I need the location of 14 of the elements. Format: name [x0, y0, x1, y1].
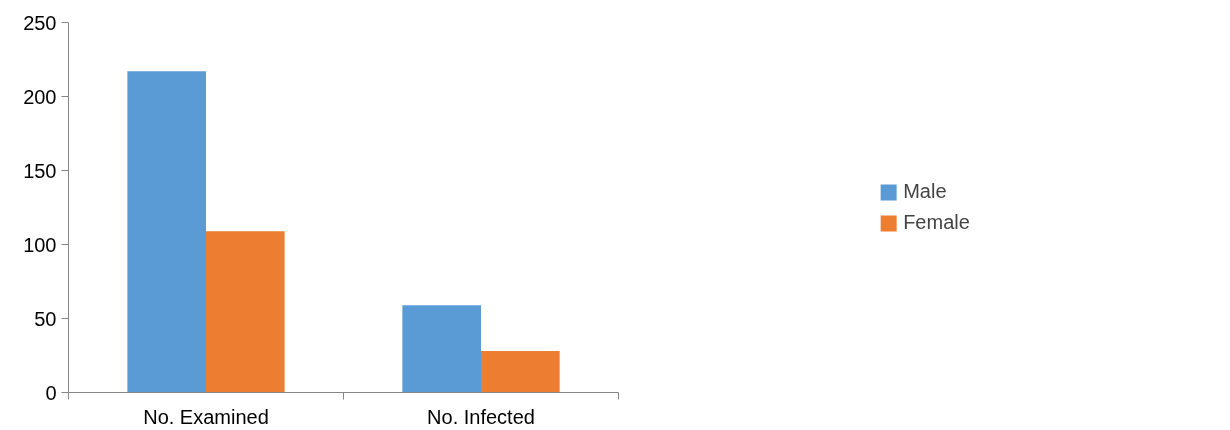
y-tick-label: 100 — [23, 233, 57, 256]
bar — [127, 71, 206, 393]
x-tick-label: No. Examined — [143, 405, 269, 428]
x-tick-label: No. Infected — [427, 405, 535, 428]
y-tick-label: 250 — [23, 11, 57, 34]
y-tick-label: 150 — [23, 159, 57, 182]
y-tick-label: 200 — [23, 85, 57, 108]
bar — [402, 305, 481, 393]
legend-label: Female — [903, 211, 970, 234]
bar — [481, 351, 560, 393]
y-tick-label: 0 — [45, 381, 57, 404]
y-tick-label: 50 — [34, 307, 57, 330]
bar — [206, 231, 285, 393]
legend-label: Male — [903, 180, 947, 203]
